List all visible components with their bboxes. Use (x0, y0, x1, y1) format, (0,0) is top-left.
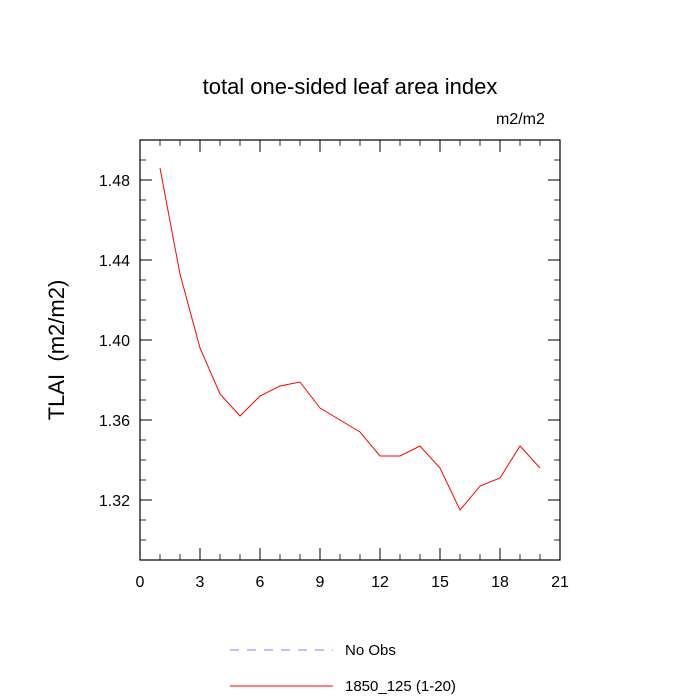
chart-title: total one-sided leaf area index (202, 74, 498, 99)
y-tick-label: 1.40 (99, 333, 130, 350)
x-tick-label: 18 (491, 574, 509, 591)
plot-frame (139, 139, 561, 561)
x-tick-label: 15 (431, 574, 449, 591)
axes: 0 3 6 9 12 15 18 21 1.32 1.36 1.40 1.44 1.48 (99, 139, 569, 591)
x-tick-label: 21 (551, 574, 569, 591)
legend-label-series: 1850_125 (1-20) (345, 678, 456, 695)
y-tick-label: 1.48 (99, 173, 130, 190)
series-layer (159, 167, 541, 511)
legend (230, 649, 333, 687)
x-tick-label: 3 (196, 574, 205, 591)
y-tick-label: 1.44 (99, 253, 130, 270)
x-tick-label: 12 (371, 574, 389, 591)
x-tick-label: 0 (136, 574, 145, 591)
y-tick-label: 1.36 (99, 413, 130, 430)
legend-label-no-obs: No Obs (345, 642, 396, 659)
y-tick-label: 1.32 (99, 493, 130, 510)
x-tick-label: 9 (316, 574, 325, 591)
series-line (159, 167, 541, 511)
x-tick-label: 6 (256, 574, 265, 591)
units-label: m2/m2 (496, 111, 545, 128)
